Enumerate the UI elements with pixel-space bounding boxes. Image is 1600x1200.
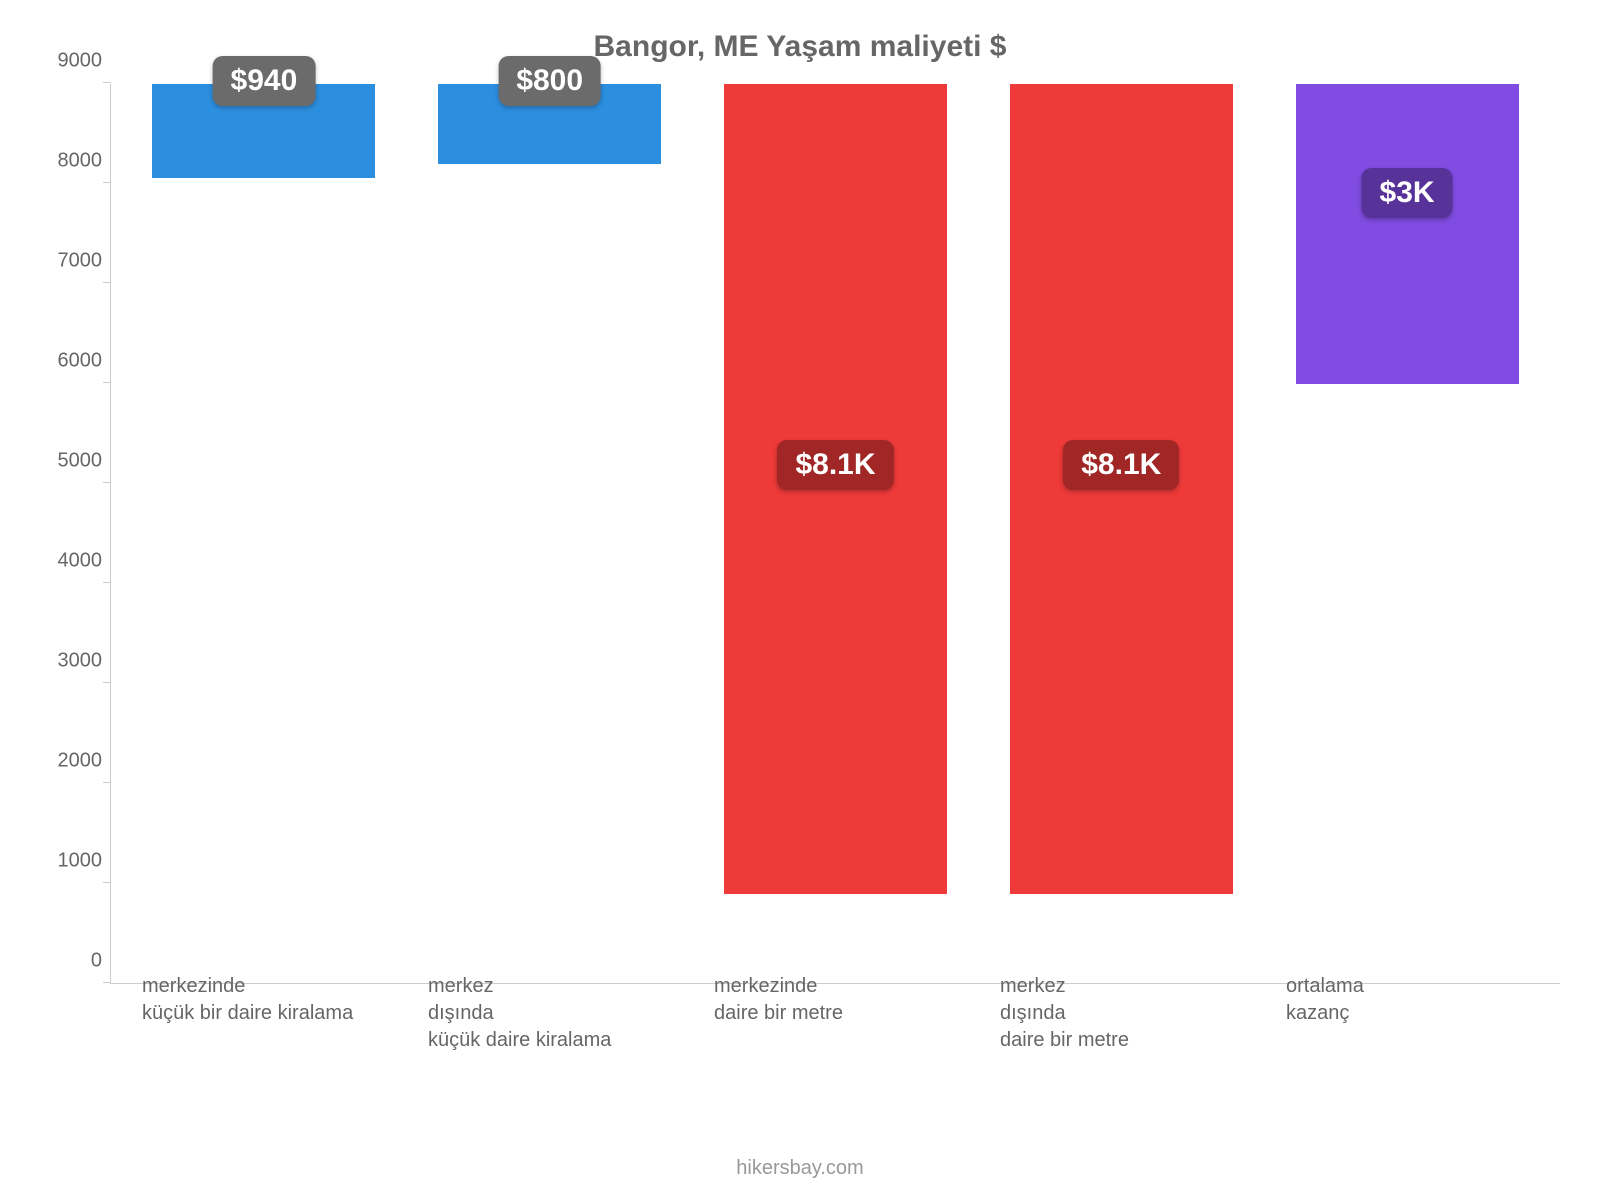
- bar-slot: $3K: [1264, 84, 1550, 983]
- bar: $8.1K: [1010, 84, 1233, 894]
- bar-slot: $940: [121, 84, 407, 983]
- bar-value-label: $800: [498, 56, 601, 106]
- y-tick-label: 6000: [40, 350, 102, 373]
- chart-footer: hikersbay.com: [0, 1157, 1600, 1180]
- chart-area: 0100020003000400050006000700080009000 $9…: [40, 84, 1560, 1044]
- y-tick-mark: [103, 582, 111, 583]
- bar: $3K: [1296, 84, 1519, 384]
- bar-slot: $8.1K: [978, 84, 1264, 983]
- y-tick-mark: [103, 682, 111, 683]
- chart-container: Bangor, ME Yaşam maliyeti $ 010002000300…: [0, 0, 1600, 1200]
- y-tick-mark: [103, 182, 111, 183]
- x-category-label: merkezdışındadaire bir metre: [978, 955, 1264, 1054]
- bar: $8.1K: [724, 84, 947, 894]
- bar-value-label: $8.1K: [777, 440, 893, 490]
- x-category-label: ortalamakazanç: [1264, 955, 1550, 1054]
- bar-value-label: $940: [213, 56, 316, 106]
- y-tick-label: 4000: [40, 550, 102, 573]
- y-tick-label: 5000: [40, 450, 102, 473]
- y-axis: 0100020003000400050006000700080009000: [40, 84, 110, 984]
- y-tick-label: 0: [40, 950, 102, 973]
- y-tick-mark: [103, 782, 111, 783]
- y-tick-mark: [103, 282, 111, 283]
- x-category-label: merkezindeküçük bir daire kiralama: [120, 955, 406, 1054]
- bar: $800: [438, 84, 661, 164]
- bars-group: $940 $800 $8.1K $8.1K $3K: [111, 84, 1560, 983]
- y-tick-mark: [103, 482, 111, 483]
- plot-area: $940 $800 $8.1K $8.1K $3K: [110, 84, 1560, 984]
- y-tick-label: 7000: [40, 250, 102, 273]
- y-tick-label: 2000: [40, 750, 102, 773]
- bar-value-label: $3K: [1362, 168, 1453, 218]
- x-category-label: merkezdışındaküçük daire kiralama: [406, 955, 692, 1054]
- y-tick-label: 9000: [40, 50, 102, 73]
- y-tick-mark: [103, 882, 111, 883]
- y-tick-mark: [103, 82, 111, 83]
- bar-slot: $800: [407, 84, 693, 983]
- bar-value-label: $8.1K: [1063, 440, 1179, 490]
- bar-slot: $8.1K: [693, 84, 979, 983]
- x-axis: merkezindeküçük bir daire kiralamamerkez…: [110, 955, 1560, 1054]
- bar: $940: [152, 84, 375, 178]
- y-tick-label: 8000: [40, 150, 102, 173]
- y-tick-label: 3000: [40, 650, 102, 673]
- y-tick-mark: [103, 382, 111, 383]
- x-category-label: merkezindedaire bir metre: [692, 955, 978, 1054]
- y-tick-label: 1000: [40, 850, 102, 873]
